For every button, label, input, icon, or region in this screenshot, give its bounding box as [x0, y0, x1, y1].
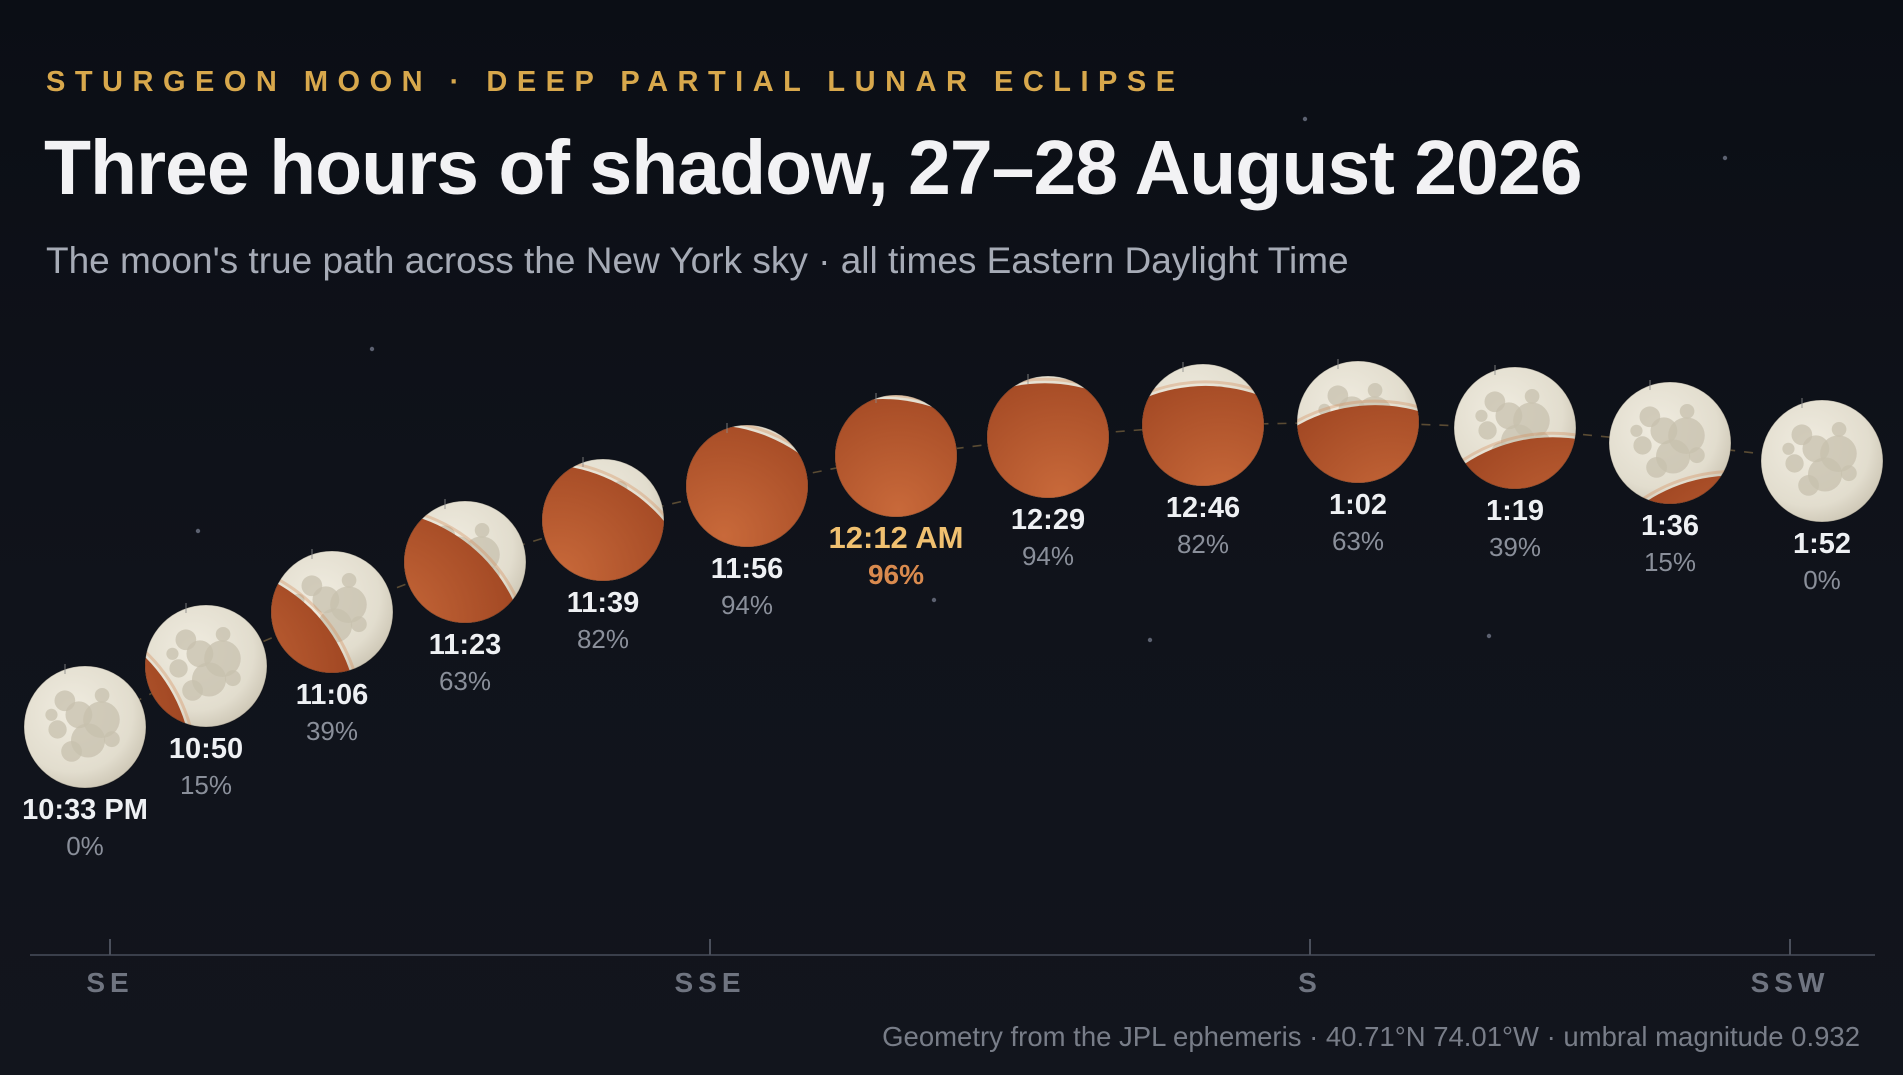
phase-coverage-label: 39%	[306, 716, 358, 746]
phase-coverage-label: 0%	[1803, 565, 1841, 595]
moon-phase: 11:23 63%	[403, 499, 527, 696]
umbra-shadow	[1609, 475, 1731, 504]
star-field	[195, 116, 1728, 643]
phase-time-label: 12:12 AM	[829, 520, 964, 555]
phase-time-label: 1:52	[1793, 528, 1851, 560]
moon-craters	[166, 626, 241, 701]
compass-label: S	[1298, 967, 1322, 998]
phase-coverage-label: 94%	[721, 590, 773, 620]
phase-time-label: 11:39	[567, 587, 640, 619]
phase-coverage-label: 63%	[439, 666, 491, 696]
phase-time-label: 11:06	[296, 679, 369, 711]
moon-phase: 1:36 15%	[1608, 380, 1732, 577]
moon-craters	[1782, 421, 1857, 496]
moon-phase: 1:52 0%	[1760, 398, 1884, 595]
phase-coverage-label: 15%	[180, 770, 232, 800]
phase-coverage-label: 96%	[868, 559, 924, 590]
star-dot	[1302, 116, 1308, 122]
phase-coverage-label: 94%	[1022, 541, 1074, 571]
phase-coverage-label: 63%	[1332, 526, 1384, 556]
phase-time-label: 12:29	[1011, 504, 1085, 536]
compass-axis: SE SSE S SSW	[30, 939, 1875, 998]
star-dot	[1486, 633, 1492, 639]
phase-time-label: 1:19	[1486, 495, 1544, 527]
moon-phase: 12:46 82%	[1141, 362, 1265, 559]
umbra-shadow	[542, 464, 664, 581]
moon-craters	[45, 687, 120, 762]
phase-time-label: 1:02	[1329, 489, 1387, 521]
umbra-shadow	[404, 509, 526, 623]
phase-time-label: 1:36	[1641, 510, 1699, 542]
page-title: Three hours of shadow, 27–28 August 2026	[44, 125, 1583, 211]
compass-label: SSE	[674, 967, 745, 998]
phase-time-label: 12:46	[1166, 492, 1240, 524]
page-subtitle: The moon's true path across the New York…	[46, 240, 1349, 281]
phase-time-label: 10:50	[169, 733, 243, 765]
star-dot	[931, 597, 937, 603]
moon-phase: 1:02 63%	[1296, 359, 1420, 556]
phase-time-label: 11:56	[711, 553, 784, 585]
moon-phase: 11:39 82%	[541, 457, 665, 654]
eyebrow-label: STURGEON MOON · DEEP PARTIAL LUNAR ECLIP…	[46, 66, 1185, 98]
phase-time-label: 11:23	[429, 629, 502, 661]
moon-phase-sequence: 10:33 PM 0% 10:50 15% 11:06 39% 11:23 63% 11:39 8…	[22, 359, 1884, 861]
phase-coverage-label: 0%	[66, 831, 104, 861]
phase-coverage-label: 15%	[1644, 547, 1696, 577]
phase-time-label: 10:33 PM	[22, 794, 148, 826]
phase-coverage-label: 82%	[1177, 529, 1229, 559]
moon-phase: 11:06 39%	[270, 549, 394, 746]
moon-craters	[1630, 403, 1705, 478]
moon-phase: 10:33 PM 0%	[22, 664, 148, 861]
star-dot	[369, 346, 375, 352]
star-dot	[1722, 155, 1728, 161]
phase-coverage-label: 82%	[577, 624, 629, 654]
compass-label: SSW	[1751, 967, 1830, 998]
phase-coverage-label: 39%	[1489, 532, 1541, 562]
moon-phase: 10:50 15%	[144, 603, 268, 800]
star-dot	[1147, 637, 1153, 643]
footnote: Geometry from the JPL ephemeris · 40.71°…	[882, 1021, 1860, 1052]
umbra-shadow	[686, 425, 808, 547]
moon-phase: 1:19 39%	[1453, 365, 1577, 562]
star-dot	[195, 528, 201, 534]
moon-phase: 12:29 94%	[986, 374, 1110, 571]
compass-label: SE	[86, 967, 133, 998]
moon-phase: 11:56 94%	[685, 423, 809, 620]
